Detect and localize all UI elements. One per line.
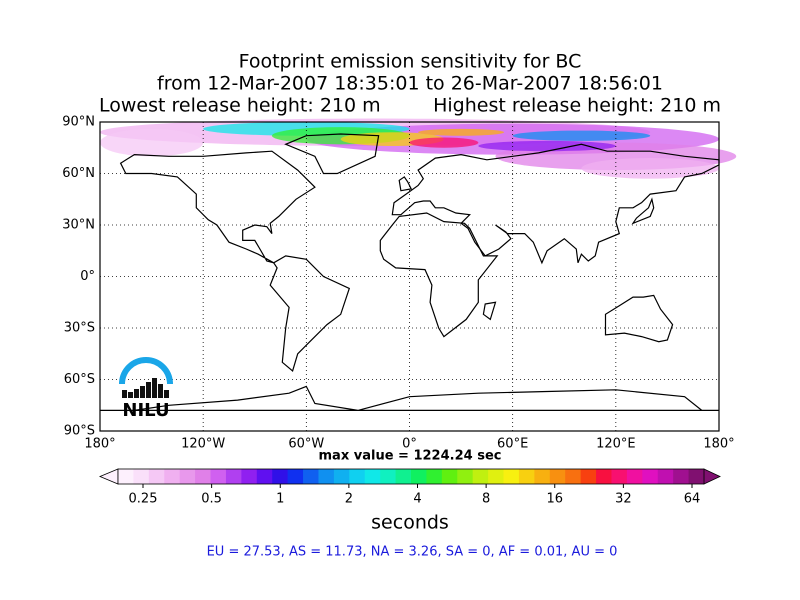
y-tick-label: 60°S [64, 372, 95, 387]
coastline [631, 197, 655, 225]
logo-bar [152, 378, 157, 398]
colorbar-cell [133, 469, 150, 484]
title-right: Highest release height: 210 m [433, 95, 721, 117]
coastline [604, 294, 674, 343]
y-tick-label: 90°N [62, 115, 95, 130]
colorbar-cell [303, 469, 319, 484]
colorbar-cell [364, 469, 381, 484]
colorbar-cell [673, 469, 690, 484]
colorbar-cell [148, 469, 165, 484]
colorbar-cell [565, 469, 582, 484]
logo-arc [119, 357, 173, 385]
footprint [581, 158, 720, 179]
colorbar-cell [380, 469, 397, 484]
colorbar-cell [488, 469, 505, 484]
colorbar-cell [611, 469, 628, 484]
colorbar-cell [333, 469, 350, 484]
colorbar: 0.25 0.5 1 2 4 8 16 32 64 [98, 468, 721, 507]
colorbar-cell [688, 469, 705, 484]
colorbar-cell [195, 469, 212, 484]
colorbar-cell [164, 469, 181, 484]
logo-bar [146, 382, 151, 398]
colorbar-cell [472, 469, 489, 484]
y-tick-label: 90°S [64, 424, 95, 439]
colorbar-label: seconds [371, 512, 449, 534]
colorbar-tick-label: 64 [684, 492, 701, 507]
y-tick-label: 30°S [64, 321, 95, 336]
footprint [478, 140, 616, 152]
colorbar-cell [457, 469, 474, 484]
map-frame [99, 121, 720, 432]
colorbar-cell [118, 469, 134, 484]
colorbar-cell [549, 469, 566, 484]
colorbar-cell [580, 469, 597, 484]
colorbar-cell [518, 469, 535, 484]
footprint [418, 128, 505, 136]
x-tick-label: 0° [402, 437, 417, 452]
map: 180° 120°W 60°W 0° 60°E 120°E 180° 90°N 60°N 30°N… [62, 115, 737, 452]
colorbar-cell [657, 469, 674, 484]
colorbar-cell [596, 469, 612, 484]
coastline [379, 212, 499, 338]
colorbar-cell [318, 469, 335, 484]
max-value: max value = 1224.24 sec [319, 449, 502, 464]
colorbar-tick-label: 8 [482, 492, 490, 507]
footprint [99, 128, 204, 157]
coastline [269, 255, 351, 372]
x-tick-label: 120°W [181, 437, 225, 452]
y-tick-label: 60°N [62, 166, 95, 181]
colorbar-cell [395, 469, 412, 484]
logo-bar [122, 390, 127, 398]
coastline [119, 150, 316, 264]
footprint [512, 130, 651, 141]
colorbar-cell [225, 469, 242, 484]
x-tick-label: 180° [703, 437, 734, 452]
footer: EU = 27.53, AS = 11.73, NA = 3.26, SA = … [207, 545, 618, 560]
y-tick-label: 0° [80, 269, 95, 284]
colorbar-cell [210, 469, 227, 484]
colorbar-cell [411, 469, 427, 484]
colorbar-tick-label: 1 [276, 492, 284, 507]
logo-bar [140, 386, 145, 398]
y-tick-label: 30°N [62, 218, 95, 233]
colorbar-cell [534, 469, 551, 484]
colorbar-cell [349, 469, 366, 484]
coastline [284, 133, 380, 175]
colorbar-cell [256, 469, 273, 484]
x-tick-label: 60°W [288, 437, 324, 452]
colorbar-tick-label: 4 [413, 492, 421, 507]
colorbar-frame [117, 468, 705, 485]
colorbar-extend-low [98, 468, 119, 485]
logo-bar [134, 389, 139, 398]
title-line: from 12-Mar-2007 18:35:01 to 26-Mar-2007… [157, 73, 663, 95]
x-tick-label: 120°E [596, 437, 636, 452]
colorbar-tick-label: 16 [546, 492, 563, 507]
logo-bar [158, 384, 163, 398]
x-tick-label: 180° [84, 437, 115, 452]
colorbar-cell [287, 469, 304, 484]
colorbar-tick-label: 32 [615, 492, 632, 507]
colorbar-cell [441, 469, 458, 484]
title-line: Footprint emission sensitivity for BC [239, 51, 582, 73]
colorbar-cell [272, 469, 289, 484]
colorbar-cell [241, 469, 258, 484]
colorbar-tick-label: 0.25 [129, 492, 158, 507]
title-left: Lowest release height: 210 m [99, 95, 381, 117]
x-tick-label: 60°E [497, 437, 528, 452]
colorbar-cell [626, 469, 643, 484]
colorbar-cell [503, 469, 520, 484]
colorbar-tick-label: 0.5 [201, 492, 222, 507]
colorbar-cell [179, 469, 196, 484]
colorbar-cell [426, 469, 443, 484]
colorbar-extend-high [703, 468, 721, 485]
colorbar-tick-label: 2 [345, 492, 353, 507]
logo-bar [164, 390, 169, 398]
coastline [482, 301, 497, 321]
logo-bar [128, 392, 133, 398]
colorbar-cell [642, 469, 659, 484]
footprint [409, 137, 479, 148]
logo-text: NILU [122, 400, 169, 421]
coastline [398, 176, 413, 192]
